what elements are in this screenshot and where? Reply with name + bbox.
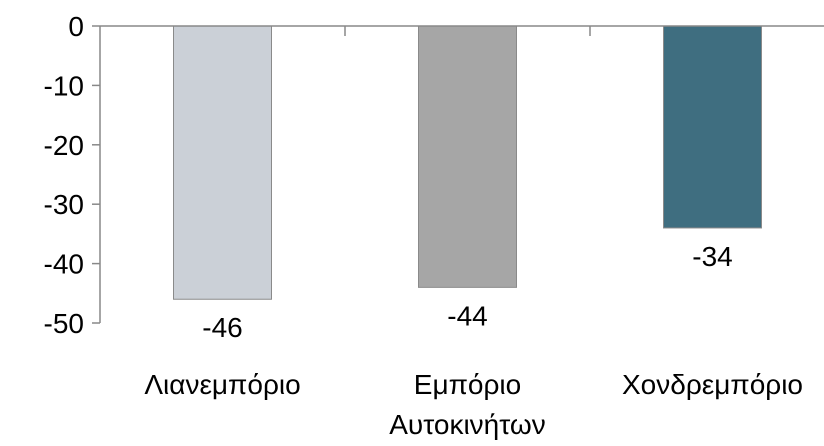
category-label-2-line-1: Εμπόριο: [414, 369, 521, 400]
bar-2: [418, 25, 517, 288]
data-label-1: -46: [202, 312, 242, 343]
y-tick-label-4: -40: [44, 249, 84, 280]
category-label-3-line-1: Χονδρεμπόριο: [622, 369, 803, 400]
labels-group: -46 -44 -34 0 -10 -20 -30 -40 -50 Λιανεμπόριο Εμπό…: [44, 11, 803, 440]
y-tick-label-5: -50: [44, 308, 84, 339]
bars-group: [173, 25, 762, 300]
data-label-2: -44: [447, 300, 487, 331]
category-label-2-line-2: Αυτοκινήτων: [389, 409, 546, 440]
y-tick-label-1: -10: [44, 70, 84, 101]
category-label-1: Λιανεμπόριο: [144, 369, 300, 400]
y-tick-label-3: -30: [44, 189, 84, 220]
bar-3: [663, 25, 762, 229]
data-label-3: -34: [692, 241, 732, 272]
category-label-3: Χονδρεμπόριο: [622, 369, 803, 400]
y-tick-label-2: -20: [44, 130, 84, 161]
y-tick-label-0: 0: [68, 11, 84, 42]
axes-group: [92, 25, 824, 324]
bar-1: [173, 25, 272, 300]
category-label-1-line-1: Λιανεμπόριο: [144, 369, 300, 400]
category-label-2: Εμπόριο Αυτοκινήτων: [389, 369, 546, 440]
